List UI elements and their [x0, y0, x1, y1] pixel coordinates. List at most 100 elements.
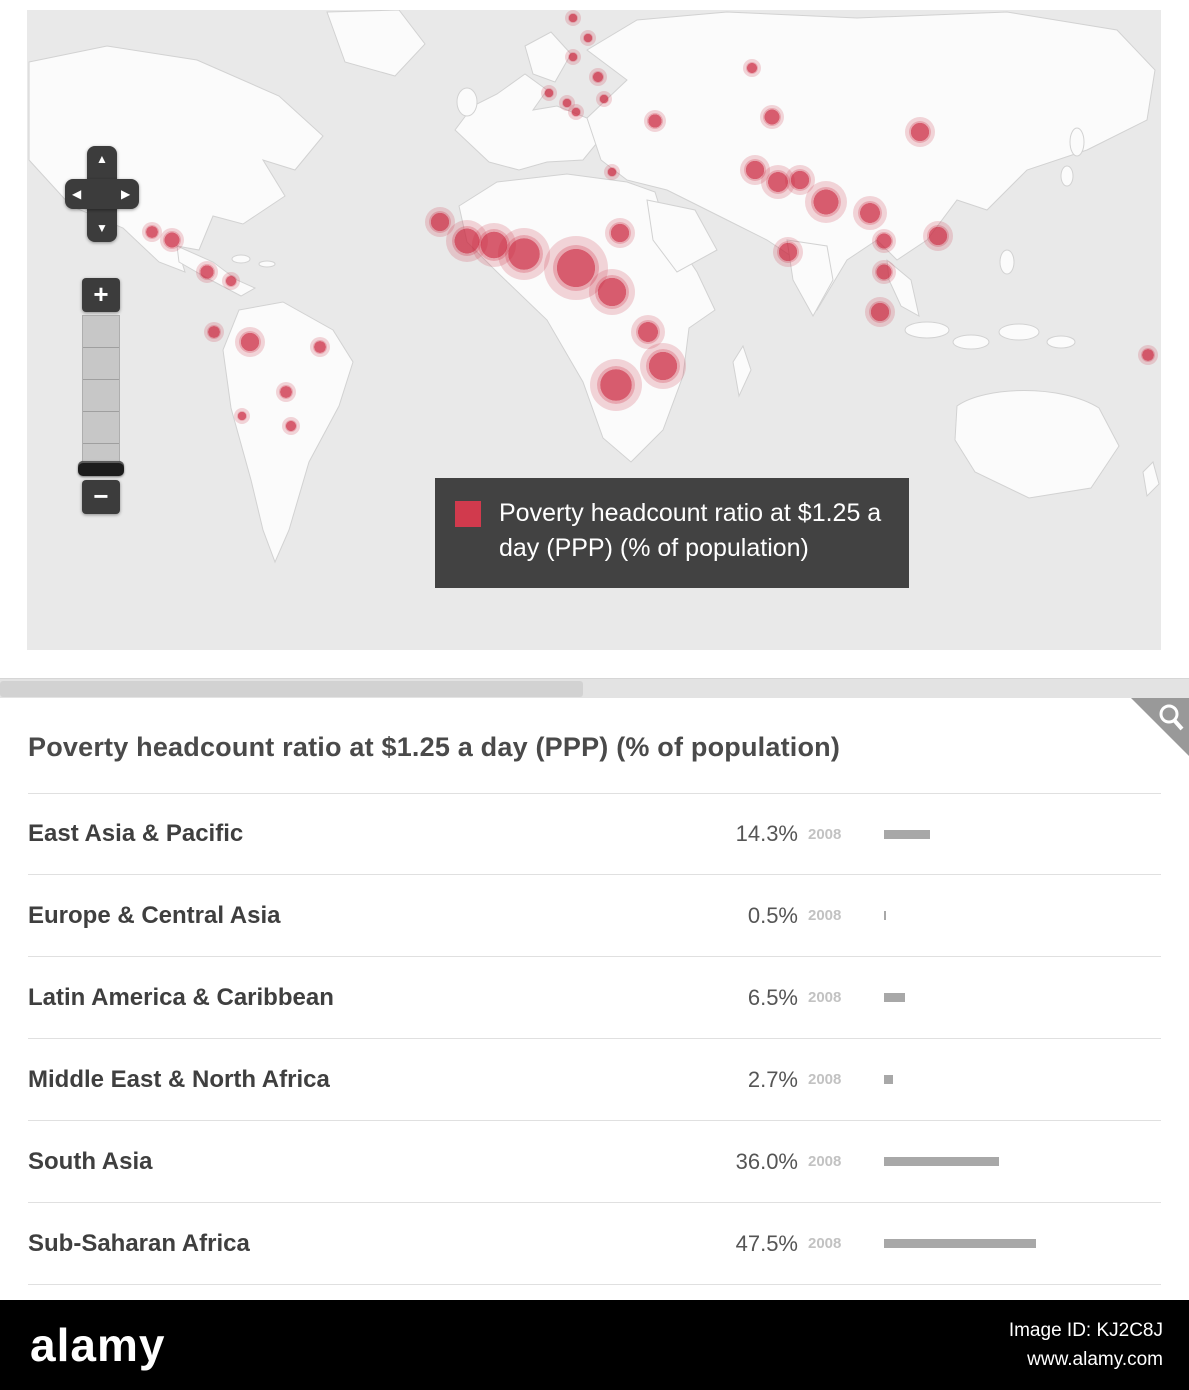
region-value: 36.0% — [735, 1148, 798, 1174]
region-bar — [876, 911, 1161, 920]
horizontal-scrollbar[interactable] — [0, 678, 1189, 698]
poverty-bubble[interactable] — [568, 13, 578, 23]
footer-bar: alamy Image ID: KJ2C8J www.alamy.com — [0, 1300, 1189, 1390]
region-year: 2008 — [808, 989, 842, 1006]
poverty-bubble[interactable] — [237, 411, 247, 421]
zoom-in-button[interactable]: + — [82, 278, 120, 312]
poverty-bubble[interactable] — [313, 340, 327, 354]
map-pan-control[interactable]: ▲ ▼ ◀ ▶ — [65, 146, 139, 242]
poverty-bubble[interactable] — [568, 52, 578, 62]
poverty-bubble[interactable] — [145, 225, 159, 239]
table-row[interactable]: Sub-Saharan Africa 47.5% 2008 — [28, 1203, 1161, 1285]
map-zoom-control: + − — [77, 278, 125, 514]
pan-down-button[interactable]: ▼ — [96, 221, 108, 235]
zoom-slider-handle[interactable] — [78, 461, 124, 476]
poverty-bubble[interactable] — [285, 420, 297, 432]
poverty-bubble[interactable] — [858, 201, 882, 225]
zoom-slider-track[interactable] — [82, 315, 120, 473]
poverty-bubble[interactable] — [875, 263, 893, 281]
poverty-bubble[interactable] — [777, 241, 799, 263]
world-map[interactable]: ▲ ▼ ◀ ▶ + − Poverty headcount ratio at $… — [27, 10, 1161, 650]
poverty-bubble[interactable] — [583, 33, 593, 43]
region-bar-fill — [884, 993, 905, 1002]
map-legend: Poverty headcount ratio at $1.25 a day (… — [435, 478, 909, 588]
poverty-bubble[interactable] — [279, 385, 293, 399]
region-bar — [876, 1075, 1161, 1084]
region-name: Latin America & Caribbean — [28, 983, 334, 1011]
poverty-bubble[interactable] — [609, 222, 631, 244]
region-year: 2008 — [808, 825, 842, 843]
region-year: 2008 — [808, 1235, 842, 1252]
region-year: 2008 — [808, 1071, 842, 1088]
table-row[interactable]: East Asia & Pacific 14.3% 2008 — [28, 793, 1161, 875]
region-bar-fill — [884, 911, 886, 920]
region-value: 47.5% — [735, 1230, 798, 1256]
poverty-bubble[interactable] — [429, 211, 451, 233]
poverty-bubble[interactable] — [163, 231, 181, 249]
table-row[interactable]: South Asia 36.0% 2008 — [28, 1121, 1161, 1203]
region-value: 14.3% — [735, 821, 798, 846]
poverty-bubble[interactable] — [869, 301, 891, 323]
poverty-bubble[interactable] — [875, 232, 893, 250]
scrollbar-thumb[interactable] — [0, 681, 583, 697]
poverty-bubble[interactable] — [571, 107, 581, 117]
poverty-bubble[interactable] — [646, 349, 680, 383]
poverty-bubble[interactable] — [592, 71, 604, 83]
poverty-bubble[interactable] — [636, 320, 660, 344]
alamy-logo: alamy — [30, 1319, 166, 1371]
region-name: Middle East & North Africa — [28, 1065, 330, 1093]
poverty-bubble[interactable] — [207, 325, 221, 339]
region-name: South Asia — [28, 1147, 153, 1175]
table-row[interactable]: Europe & Central Asia 0.5% 2008 — [28, 875, 1161, 957]
region-bar — [876, 829, 1161, 839]
poverty-bubble[interactable] — [544, 88, 554, 98]
region-value: 2.7% — [747, 1066, 798, 1092]
poverty-bubble[interactable] — [789, 169, 811, 191]
region-bar — [876, 1157, 1161, 1166]
region-name: Europe & Central Asia — [28, 901, 281, 929]
region-year: 2008 — [808, 907, 842, 924]
poverty-bubble[interactable] — [225, 275, 237, 287]
region-bar-fill — [884, 1157, 999, 1166]
image-id: Image ID: KJ2C8J — [1008, 1319, 1163, 1341]
region-name: Sub-Saharan Africa — [28, 1229, 250, 1257]
legend-label: Poverty headcount ratio at $1.25 a day (… — [499, 499, 882, 562]
poverty-bubble[interactable] — [478, 229, 510, 261]
table-row[interactable]: Latin America & Caribbean 6.5% 2008 — [28, 957, 1161, 1039]
pan-up-button[interactable]: ▲ — [96, 152, 108, 166]
poverty-bubble[interactable] — [927, 225, 949, 247]
poverty-bubble[interactable] — [746, 62, 758, 74]
poverty-bubble[interactable] — [599, 94, 609, 104]
poverty-bubble[interactable] — [647, 113, 663, 129]
region-value: 0.5% — [747, 902, 798, 928]
poverty-bubble[interactable] — [607, 167, 617, 177]
poverty-bubble[interactable] — [744, 159, 766, 181]
map-bubbles-layer — [27, 10, 1161, 650]
poverty-bubble[interactable] — [595, 275, 629, 309]
poverty-bubble[interactable] — [505, 235, 543, 273]
poverty-bubble[interactable] — [199, 264, 215, 280]
poverty-bubble[interactable] — [562, 98, 572, 108]
legend-swatch — [455, 501, 481, 527]
region-bar-fill — [884, 1239, 1036, 1248]
expand-magnifier-badge[interactable] — [1131, 698, 1189, 756]
poverty-bubble[interactable] — [1141, 348, 1155, 362]
region-value: 6.5% — [747, 984, 798, 1010]
table-row[interactable]: Middle East & North Africa 2.7% 2008 — [28, 1039, 1161, 1121]
poverty-bubble[interactable] — [766, 170, 790, 194]
poverty-bubble[interactable] — [239, 331, 261, 353]
zoom-out-button[interactable]: − — [82, 480, 120, 514]
poverty-bubble[interactable] — [811, 187, 841, 217]
poverty-bubble[interactable] — [452, 226, 482, 256]
poverty-bubble[interactable] — [909, 121, 931, 143]
poverty-bubble[interactable] — [763, 108, 781, 126]
poverty-bubble[interactable] — [597, 366, 635, 404]
magnifier-icon — [1131, 698, 1189, 756]
footer-meta: Image ID: KJ2C8J www.alamy.com — [1009, 1316, 1163, 1375]
pan-right-button[interactable]: ▶ — [121, 187, 131, 201]
pan-left-button[interactable]: ◀ — [72, 187, 82, 201]
map-section: ▲ ▼ ◀ ▶ + − Poverty headcount ratio at $… — [0, 0, 1189, 650]
region-name: East Asia & Pacific — [28, 820, 244, 847]
poverty-bubble[interactable] — [553, 245, 599, 291]
